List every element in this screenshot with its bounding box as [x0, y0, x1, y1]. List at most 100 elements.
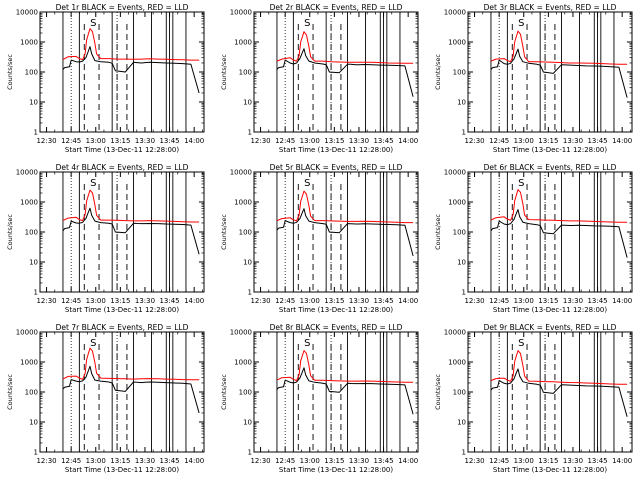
x-tick-label: 13:15: [538, 297, 558, 305]
x-tick-label: 13:45: [373, 297, 393, 305]
lld-series-line: [276, 190, 414, 224]
x-tick-label: 12:30: [250, 297, 270, 305]
x-axis-label: Start Time (13-Dec-11 12:28:00): [65, 466, 179, 474]
lld-series-line: [276, 350, 414, 383]
detector-panel-7: 1 10 100 1000 10000 12:30 12:45 13:00 13:15 13:30…: [6, 323, 205, 474]
overlay-annotation: S: [304, 338, 310, 349]
x-tick-label: 13:30: [563, 457, 583, 465]
y-tick-label: 1: [462, 449, 466, 457]
y-tick-label: 10000: [16, 329, 38, 337]
y-tick-label: 1: [34, 289, 38, 297]
y-tick-label: 1000: [234, 359, 252, 367]
x-tick-label: 13:00: [86, 297, 106, 305]
y-tick-label: 10: [243, 419, 252, 427]
x-tick-label: 13:00: [300, 297, 320, 305]
x-tick-label: 13:45: [159, 297, 179, 305]
overlay-annotation: S: [90, 338, 96, 349]
y-tick-label: 10: [243, 99, 252, 107]
x-tick-label: 12:30: [464, 457, 484, 465]
x-tick-label: 13:45: [159, 137, 179, 145]
x-tick-label: 13:15: [324, 297, 344, 305]
x-tick-label: 14:00: [398, 297, 418, 305]
x-tick-label: 13:45: [587, 297, 607, 305]
x-axis-label: Start Time (13-Dec-11 12:28:00): [493, 306, 607, 314]
x-axis-label: Start Time (13-Dec-11 12:28:00): [65, 146, 179, 154]
y-tick-label: 1: [248, 449, 252, 457]
y-tick-label: 100: [25, 69, 38, 77]
x-tick-label: 13:45: [587, 457, 607, 465]
panel-title: Det 8r BLACK = Events, RED = LLD: [270, 323, 403, 332]
detector-panel-2: 1 10 100 1000 10000 12:30 12:45 13:00 13:15 13:30…: [220, 3, 419, 154]
events-series-line: [276, 208, 414, 257]
overlay-annotation: S: [518, 178, 524, 189]
x-tick-label: 12:45: [61, 457, 81, 465]
y-tick-label: 1: [248, 129, 252, 137]
x-tick-label: 14:00: [398, 137, 418, 145]
plot-frame: [467, 331, 633, 453]
overlay-annotation: S: [90, 18, 96, 29]
events-series-line: [490, 48, 628, 98]
x-tick-label: 14:00: [612, 297, 632, 305]
x-axis-label: Start Time (13-Dec-11 12:28:00): [279, 466, 393, 474]
y-tick-label: 100: [239, 229, 252, 237]
overlay-annotation: S: [518, 338, 524, 349]
lld-series-line: [62, 28, 200, 61]
panel-title: Det 4r BLACK = Events, RED = LLD: [56, 163, 189, 172]
y-tick-label: 10000: [230, 169, 252, 177]
y-tick-label: 10000: [444, 9, 466, 17]
panel-title: Det 6r BLACK = Events, RED = LLD: [484, 163, 617, 172]
x-tick-label: 12:30: [36, 297, 56, 305]
x-tick-label: 14:00: [612, 137, 632, 145]
y-axis-label: Counts/sec: [220, 214, 228, 250]
events-series-line: [62, 365, 200, 414]
x-tick-label: 12:45: [61, 297, 81, 305]
y-tick-label: 1000: [20, 39, 38, 47]
y-axis-label: Counts/sec: [220, 54, 228, 90]
y-tick-label: 100: [239, 389, 252, 397]
panel-title: Det 1r BLACK = Events, RED = LLD: [56, 3, 189, 12]
events-series-line: [490, 368, 628, 417]
x-axis-label: Start Time (13-Dec-11 12:28:00): [279, 306, 393, 314]
detector-panel-8: 1 10 100 1000 10000 12:30 12:45 13:00 13:15 13:30…: [220, 323, 419, 474]
x-axis-label: Start Time (13-Dec-11 12:28:00): [65, 306, 179, 314]
x-tick-label: 12:45: [61, 137, 81, 145]
plot-frame: [39, 331, 205, 453]
x-tick-label: 13:00: [514, 297, 534, 305]
overlay-annotation: S: [518, 18, 524, 29]
events-series-line: [490, 209, 628, 258]
x-tick-label: 13:30: [135, 457, 155, 465]
y-tick-label: 100: [453, 69, 466, 77]
panel-title: Det 9r BLACK = Events, RED = LLD: [484, 323, 617, 332]
x-tick-label: 12:45: [489, 457, 509, 465]
y-tick-label: 1000: [20, 359, 38, 367]
y-tick-label: 1: [34, 449, 38, 457]
y-tick-label: 1000: [20, 199, 38, 207]
x-tick-label: 12:30: [250, 137, 270, 145]
y-axis-label: Counts/sec: [6, 214, 14, 250]
x-tick-label: 12:45: [275, 297, 295, 305]
x-axis-label: Start Time (13-Dec-11 12:28:00): [279, 146, 393, 154]
y-tick-label: 10: [29, 99, 38, 107]
x-tick-label: 13:30: [349, 457, 369, 465]
x-tick-label: 13:30: [563, 297, 583, 305]
x-tick-label: 14:00: [398, 457, 418, 465]
y-tick-label: 1000: [234, 39, 252, 47]
y-tick-label: 10: [457, 419, 466, 427]
overlay-annotation: S: [304, 178, 310, 189]
lld-series-line: [490, 189, 628, 223]
y-tick-label: 1: [34, 129, 38, 137]
y-tick-label: 10000: [230, 9, 252, 17]
y-tick-label: 100: [453, 229, 466, 237]
y-axis-label: Counts/sec: [220, 374, 228, 410]
x-tick-label: 12:30: [36, 457, 56, 465]
y-tick-label: 10000: [16, 9, 38, 17]
x-tick-label: 13:45: [373, 137, 393, 145]
plot-frame: [467, 11, 633, 133]
y-tick-label: 100: [25, 229, 38, 237]
y-axis-label: Counts/sec: [6, 54, 14, 90]
lld-series-line: [490, 30, 628, 65]
y-tick-label: 100: [25, 389, 38, 397]
x-tick-label: 12:45: [489, 137, 509, 145]
y-tick-label: 1000: [448, 39, 466, 47]
